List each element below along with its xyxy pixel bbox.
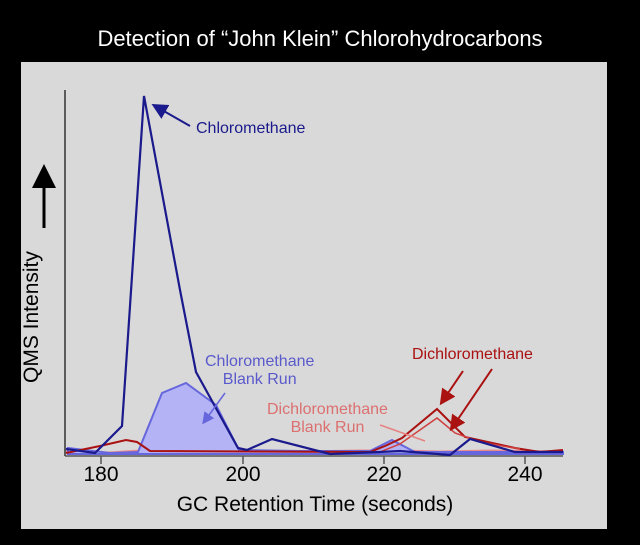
annotation-chloromethane-blank: Chloromethane Blank Run <box>205 353 314 389</box>
y-axis-label: QMS Intensity <box>20 251 43 383</box>
x-tick-180: 180 <box>83 463 119 486</box>
annotation-line-1: Dichloromethane <box>267 401 388 418</box>
x-tick-220: 220 <box>366 463 402 486</box>
annotation-line-2: Blank Run <box>222 371 297 388</box>
x-axis-label: GC Retention Time (seconds) <box>176 493 454 516</box>
annotation-line-2: Blank Run <box>290 419 365 436</box>
annotation-dichloromethane: Dichloromethane <box>412 346 533 363</box>
annotation-line-1: Chloromethane <box>205 353 315 370</box>
x-tick-200: 200 <box>225 463 261 486</box>
x-tick-240: 240 <box>507 463 543 486</box>
annotation-chloromethane: Chloromethane <box>196 120 306 137</box>
annotation-dichloromethane-blank: Dichloromethane Blank Run <box>267 401 388 437</box>
chart-title: Detection of “John Klein” Chlorohydrocar… <box>97 26 543 51</box>
series-chloromethane <box>65 95 563 457</box>
